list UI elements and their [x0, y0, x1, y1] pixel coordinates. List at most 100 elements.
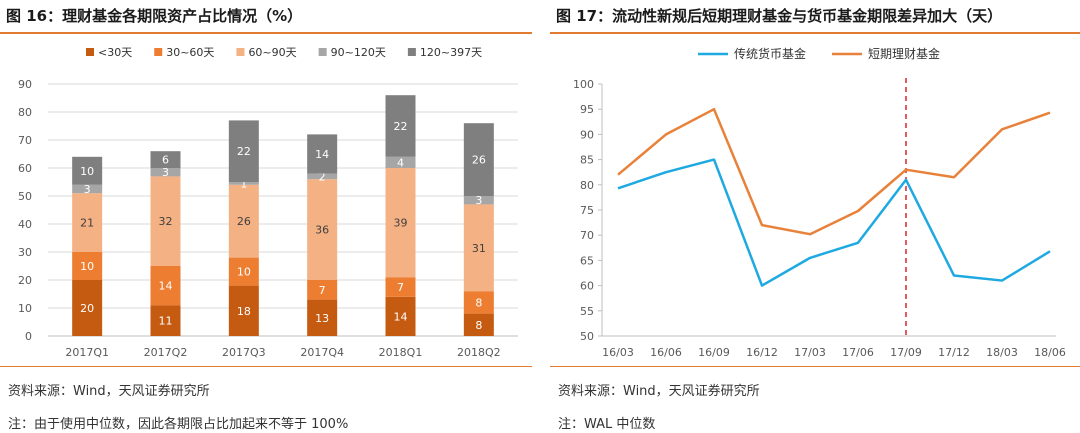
y-tick-label: 65 [580, 254, 594, 267]
data-label: 20 [80, 302, 94, 315]
data-label: 22 [237, 145, 251, 158]
x-tick-label: 2017Q3 [222, 346, 266, 359]
x-tick-label: 17/06 [842, 346, 874, 359]
y-tick-label: 95 [580, 103, 594, 116]
bar-segment [150, 305, 181, 336]
data-label: 4 [397, 156, 404, 169]
x-tick-label: 2017Q2 [144, 346, 188, 359]
bar-segment [150, 266, 181, 306]
data-label: 21 [80, 217, 94, 230]
data-label: 8 [475, 296, 482, 309]
bar-segment [150, 176, 181, 266]
legend-label-0: <30天 [98, 46, 132, 59]
y-tick-label: 50 [18, 190, 32, 203]
left-chart-title: 图 16：理财基金各期限资产占比情况（%） [6, 7, 303, 25]
bar-segment [72, 252, 103, 280]
bar-segment [463, 204, 494, 292]
bar-segment [385, 296, 416, 336]
bar-segment [385, 156, 416, 168]
stacked-bar-chart: <30天 30~60天 60~90天 90~120天 120~397天 0 10 20 30 40… [18, 46, 518, 359]
data-label: 2 [319, 170, 326, 183]
data-label: 10 [80, 165, 94, 178]
bar-segment [463, 313, 494, 336]
bar-segment [228, 184, 259, 258]
data-label: 14 [394, 310, 408, 323]
y-tick-label: 85 [580, 154, 594, 167]
bar-segment [463, 291, 494, 314]
y-tick-label: 55 [580, 305, 594, 318]
bar-segment [307, 173, 338, 180]
bar-segment [228, 285, 259, 336]
left-bottom-rule [0, 366, 532, 367]
bar-segment [307, 280, 338, 300]
data-label: 13 [315, 312, 329, 325]
right-bottom-rule [550, 366, 1080, 367]
bar-segment [228, 182, 259, 185]
left-title-rule [0, 32, 532, 34]
data-label: 14 [315, 148, 329, 161]
y-tick-label: 70 [18, 134, 32, 147]
legend-label-4: 120~397天 [420, 46, 482, 59]
data-label: 32 [159, 215, 173, 228]
y-tick-label: 20 [18, 274, 32, 287]
data-label: 1 [240, 177, 247, 190]
x-tick-label: 16/12 [746, 346, 778, 359]
data-label: 39 [394, 217, 408, 230]
right-title-rule [550, 32, 1080, 34]
right-chart-title: 图 17：流动性新规后短期理财基金与货币基金期限差异加大（天） [556, 7, 1003, 25]
data-label: 3 [475, 194, 482, 207]
x-tick-label: 17/03 [794, 346, 826, 359]
x-tick-label: 16/06 [650, 346, 682, 359]
x-tick-label: 17/12 [938, 346, 970, 359]
y-tick-label: 70 [580, 229, 594, 242]
data-label: 10 [237, 266, 251, 279]
right-note: 注：WAL 中位数 [558, 417, 656, 432]
y-tick-label: 80 [580, 179, 594, 192]
legend-swatch-1 [154, 48, 163, 56]
bar-segment [150, 168, 181, 177]
data-label: 10 [80, 260, 94, 273]
x-tick-label: 2018Q2 [457, 346, 501, 359]
data-label: 3 [84, 183, 91, 196]
left-panel: 图 16：理财基金各期限资产占比情况（%） <30天 30~60天 60~90天 90… [0, 0, 532, 433]
bar-segment [72, 193, 103, 252]
legend-swatch-4 [407, 48, 416, 56]
y-tick-label: 40 [18, 218, 32, 231]
bar-segment [307, 299, 338, 336]
y-tick-label: 0 [25, 330, 32, 343]
bar-segment [228, 257, 259, 286]
bar-segment [385, 168, 416, 278]
series-line-1 [617, 107, 1051, 236]
y-tick-label: 60 [580, 280, 594, 293]
left-source: 资料来源：Wind，天风证券研究所 [8, 384, 210, 399]
data-label: 3 [162, 166, 169, 179]
data-label: 11 [159, 315, 173, 328]
y-tick-label: 75 [580, 204, 594, 217]
bar-segment [385, 277, 416, 297]
bar-segment [463, 196, 494, 205]
y-tick-label: 60 [18, 162, 32, 175]
data-label: 7 [319, 284, 326, 297]
series-line-0 [617, 158, 1051, 287]
right-panel: 图 17：流动性新规后短期理财基金与货币基金期限差异加大（天） 传统货币基金 短期… [550, 0, 1080, 433]
left-note: 注：由于使用中位数，因此各期限占比加起来不等于 100% [8, 417, 349, 432]
legend-label-2: 60~90天 [248, 46, 296, 59]
x-tick-label: 2017Q4 [300, 346, 344, 359]
bar-segment [463, 123, 494, 196]
y-tick-label: 90 [580, 128, 594, 141]
data-label: 26 [472, 154, 486, 167]
legend-label-0: 传统货币基金 [734, 46, 806, 61]
legend-label-1: 30~60天 [166, 46, 214, 59]
bar-segment [150, 151, 181, 168]
data-label: 8 [475, 319, 482, 332]
data-label: 36 [315, 224, 329, 237]
right-source: 资料来源：Wind，天风证券研究所 [558, 384, 760, 399]
x-tick-label: 16/09 [698, 346, 730, 359]
bar-segment [228, 120, 259, 182]
x-tick-label: 17/09 [890, 346, 922, 359]
y-tick-label: 90 [18, 78, 32, 91]
x-tick-label: 16/03 [602, 346, 634, 359]
data-label: 14 [159, 280, 173, 293]
data-label: 18 [237, 305, 251, 318]
y-tick-label: 30 [18, 246, 32, 259]
